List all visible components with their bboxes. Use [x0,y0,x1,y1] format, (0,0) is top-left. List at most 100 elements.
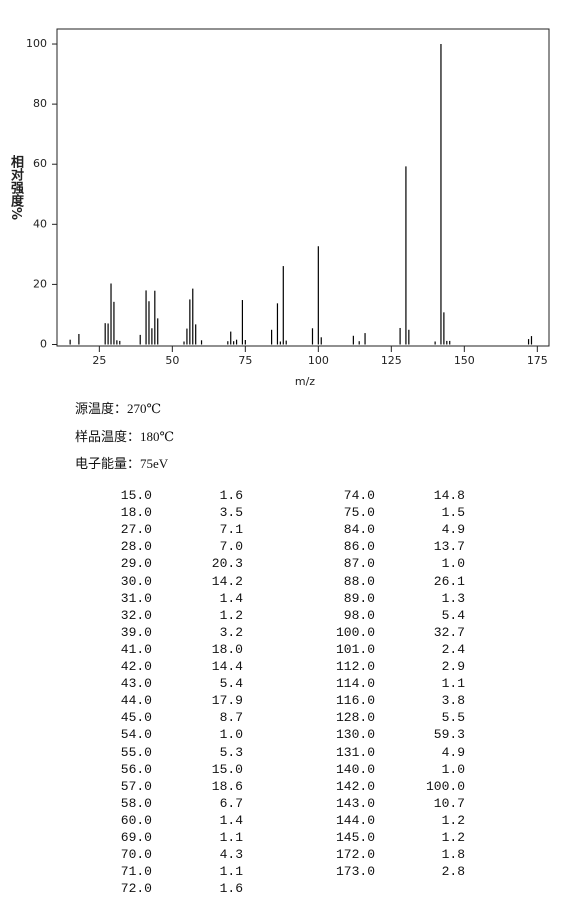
mz: 44.0 [120,693,152,709]
mz: 29.0 [120,556,152,572]
intensity: 14.8 [433,488,465,503]
mz: 57.0 [120,778,152,794]
mz: 31.0 [120,590,152,606]
info-line: 样品温度：180℃ [75,428,175,444]
y-tick-label: 60 [33,157,47,170]
intensity: 2.4 [441,641,465,657]
mz: 72.0 [120,881,152,897]
mz: 101.0 [335,641,375,657]
intensity: 13.7 [433,539,465,555]
intensity: 1.1 [219,830,243,845]
intensity: 2.8 [441,864,465,880]
intensity: 1.5 [441,505,465,521]
mz: 145.0 [335,830,375,845]
plot-frame [56,28,550,347]
intensity: 7.0 [219,539,243,555]
intensity: 1.0 [441,761,465,777]
mz: 86.0 [343,539,375,555]
mz: 60.0 [120,812,152,828]
y-tick-label: 40 [33,217,47,230]
y-axis-label: 相对强度% [8,155,23,221]
mz: 42.0 [120,659,152,674]
mz: 98.0 [343,607,375,623]
mz: 71.0 [120,864,152,880]
info-line: 源温度：270℃ [75,401,162,416]
mz: 88.0 [343,573,375,589]
intensity: 1.1 [219,864,243,880]
intensity: 4.9 [441,744,465,760]
intensity: 1.0 [219,727,243,743]
intensity: 1.6 [219,488,243,503]
mz: 173.0 [335,864,375,880]
mz: 128.0 [335,710,375,726]
intensity: 3.5 [219,505,243,521]
info-line: 电子能量：75eV [75,456,169,471]
intensity: 14.2 [211,573,243,589]
mz: 130.0 [335,727,375,743]
mz: 45.0 [120,710,152,726]
mz: 114.0 [335,676,375,692]
mz: 55.0 [120,744,152,760]
mz: 56.0 [120,761,152,777]
intensity: 18.0 [211,641,243,657]
intensity: 1.8 [441,847,465,863]
y-tick-label: 100 [26,37,47,50]
intensity: 17.9 [211,693,243,709]
intensity: 1.2 [441,830,465,845]
mz: 112.0 [335,659,375,674]
mz: 69.0 [120,830,152,845]
mz: 39.0 [120,624,152,640]
intensity: 5.5 [441,710,465,726]
intensity: 1.4 [219,812,243,828]
intensity: 100.0 [425,778,465,794]
intensity: 5.4 [441,607,465,623]
intensity: 1.6 [219,881,243,897]
y-tick-label: 80 [33,97,47,110]
chart: m/z 0 20 40 60 80 100 25 50 75 100 125 150 175 [26,28,550,388]
x-tick-label: 75 [238,354,252,367]
intensity: 59.3 [433,727,465,743]
mz: 43.0 [120,676,152,692]
intensity: 3.8 [441,693,465,709]
intensity: 1.2 [441,812,465,828]
mz: 143.0 [335,795,375,811]
intensity: 1.1 [441,676,465,692]
mz: 100.0 [335,624,375,640]
intensity: 6.7 [219,795,243,811]
mz: 84.0 [343,522,375,538]
intensity: 1.4 [219,590,243,606]
x-tick-label: 125 [381,354,402,367]
x-axis-label: m/z [295,375,315,388]
mz: 18.0 [120,505,152,521]
intensity: 15.0 [211,761,243,777]
x-tick-label: 175 [527,354,548,367]
mz: 142.0 [335,778,375,794]
mz: 70.0 [120,847,152,863]
intensity: 7.1 [219,522,243,538]
x-tick-label: 25 [92,354,106,367]
intensity: 32.7 [433,624,465,640]
intensity: 1.2 [219,607,243,623]
mz: 144.0 [335,812,375,828]
mz: 87.0 [343,556,375,572]
intensity: 2.9 [441,659,465,674]
mz: 28.0 [120,539,152,555]
mz: 74.0 [343,488,375,503]
mz: 41.0 [120,641,152,657]
mz: 58.0 [120,795,152,811]
x-tick-label: 100 [308,354,329,367]
intensity: 8.7 [219,710,243,726]
mz: 89.0 [343,590,375,606]
mz: 27.0 [120,522,152,538]
intensity: 4.9 [441,522,465,538]
intensity: 10.7 [433,795,465,811]
mz: 131.0 [335,744,375,760]
mz: 15.0 [120,488,152,503]
intensity: 5.4 [219,676,243,692]
mz: 54.0 [120,727,152,743]
y-tick-label: 20 [33,277,47,290]
intensity: 26.1 [433,573,465,589]
mz: 32.0 [120,607,152,623]
mz: 75.0 [343,505,375,521]
